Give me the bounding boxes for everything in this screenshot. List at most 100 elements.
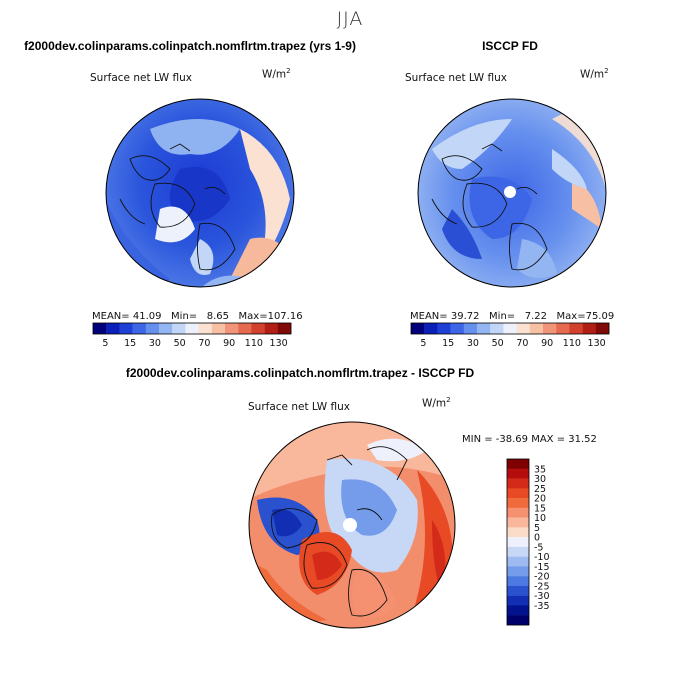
panel-obs-colorbar-tick-label: 5 bbox=[420, 338, 426, 349]
panel-diff-colorbar-swatch bbox=[507, 566, 529, 577]
panel-obs-colorbar-swatch bbox=[543, 323, 557, 334]
panel-diff-colorbar-swatch bbox=[507, 498, 529, 509]
panel-model-colorbar-tick-label: 130 bbox=[270, 338, 288, 349]
panel-obs-colorbar-swatch bbox=[424, 323, 438, 334]
panel-model-map bbox=[105, 98, 295, 288]
panel-obs-colorbar-swatch bbox=[503, 323, 517, 334]
panel-obs-colorbar-swatch bbox=[529, 323, 544, 334]
panel-diff-colorbar-tick-label: -10 bbox=[534, 552, 550, 563]
panel-diff-colorbar-swatch bbox=[507, 546, 529, 557]
panel-diff-colorbar-tick-label: -5 bbox=[534, 542, 543, 553]
panel-model-title: f2000dev.colinparams.colinpatch.nomflrtm… bbox=[24, 39, 356, 53]
panel-diff-colorbar-tick-label: 35 bbox=[534, 464, 546, 475]
panel-diff-colorbar-swatch bbox=[507, 605, 529, 616]
panel-obs-map bbox=[417, 98, 607, 288]
panel-model-colorbar-tick-label: 90 bbox=[223, 338, 235, 349]
panel-model-colorbar-swatch bbox=[198, 323, 212, 334]
panel-diff-colorbar-tick-label: 10 bbox=[534, 513, 546, 524]
panel-diff-colorbar-swatch bbox=[507, 517, 529, 528]
panel-obs-colorbar-tick-label: 90 bbox=[541, 338, 553, 349]
panel-model-colorbar-tick-label: 110 bbox=[245, 338, 263, 349]
panel-diff-colorbar-swatch bbox=[507, 615, 529, 626]
panel-model-colorbar-frame bbox=[92, 322, 292, 335]
panel-diff-colorbar-swatch bbox=[507, 507, 529, 518]
panel-model-colorbar-swatch bbox=[225, 323, 239, 334]
panel-diff-map bbox=[248, 421, 456, 629]
panel-model-colorbar-swatch bbox=[264, 323, 278, 334]
panel-model-colorbar-swatch bbox=[211, 323, 226, 334]
panel-obs-colorbar-frame bbox=[410, 322, 610, 335]
panel-diff-colorbar-tick-label: 20 bbox=[534, 494, 546, 505]
panel-diff-colorbar-tick-label: -15 bbox=[534, 562, 550, 573]
panel-obs-colorbar-swatch bbox=[569, 323, 583, 334]
panel-obs-colorbar-swatch bbox=[582, 323, 596, 334]
panel-obs-units: W/m2 bbox=[580, 67, 609, 81]
panel-diff-colorbar-tick-label: -20 bbox=[534, 572, 550, 583]
panel-model-colorbar-tick-label: 30 bbox=[149, 338, 161, 349]
panel-obs-colorbar-tick-label: 50 bbox=[492, 338, 504, 349]
panel-model-colorbar-swatch bbox=[106, 323, 120, 334]
panel-diff-colorbar-tick-label: -25 bbox=[534, 581, 550, 592]
panel-obs-colorbar-swatch bbox=[450, 323, 464, 334]
panel-obs-colorbar-swatch bbox=[463, 323, 478, 334]
panel-obs-colorbar-tick-label: 70 bbox=[516, 338, 528, 349]
panel-diff-colorbar-swatch bbox=[507, 595, 529, 606]
panel-obs-colorbar-tick-label: 15 bbox=[442, 338, 454, 349]
panel-diff-colorbar-tick-label: -30 bbox=[534, 591, 550, 602]
panel-obs-colorbar: 5 15 30 50 70 90 110 130 bbox=[410, 322, 610, 349]
panel-obs-subtitle: Surface net LW flux bbox=[405, 72, 507, 84]
panel-diff-colorbar-tick-label: 0 bbox=[534, 533, 540, 544]
panel-diff-colorbar-swatch bbox=[507, 556, 529, 567]
panel-obs-colorbar-tick-label: 30 bbox=[467, 338, 479, 349]
panel-diff-title: f2000dev.colinparams.colinpatch.nomflrtm… bbox=[125, 366, 475, 380]
panel-model-colorbar-swatch bbox=[251, 323, 265, 334]
panel-diff-colorbar-swatch bbox=[507, 478, 529, 489]
panel-obs-stats: MEAN= 39.72 Min= 7.22 Max=75.09 bbox=[410, 311, 615, 322]
panel-model-colorbar-swatch bbox=[277, 323, 292, 334]
panel-diff-colorbar-frame bbox=[506, 458, 530, 626]
panel-model-colorbar-swatch bbox=[159, 323, 173, 334]
panel-diff-colorbar-swatch bbox=[507, 576, 529, 587]
panel-diff-colorbar-tick-label: -35 bbox=[534, 601, 550, 612]
panel-diff-minmax: MIN = -38.69 MAX = 31.52 bbox=[462, 434, 597, 445]
panel-model-colorbar-swatch bbox=[238, 323, 252, 334]
panel-obs-colorbar-tick-label: 130 bbox=[588, 338, 606, 349]
panel-diff-subtitle: Surface net LW flux bbox=[248, 401, 350, 413]
panel-model-colorbar-tick-label: 15 bbox=[124, 338, 136, 349]
panel-diff-colorbar-tick-label: 15 bbox=[534, 503, 546, 514]
panel-obs-colorbar-swatch bbox=[490, 323, 504, 334]
panel-diff-colorbar-tick-label: 25 bbox=[534, 484, 546, 495]
panel-obs-colorbar-swatch bbox=[437, 323, 451, 334]
season-title: JJA bbox=[336, 8, 364, 30]
panel-obs-colorbar-swatch bbox=[516, 323, 530, 334]
panel-diff-colorbar-swatch bbox=[507, 585, 529, 596]
panel-diff-colorbar-swatch bbox=[507, 468, 529, 479]
panel-diff-colorbar-swatch bbox=[507, 527, 529, 538]
panel-model-colorbar-swatch bbox=[132, 323, 146, 334]
panel-diff-colorbar-swatch bbox=[507, 488, 529, 499]
panel-model-colorbar: 5 15 30 50 70 90 110 130 bbox=[92, 322, 292, 349]
panel-obs-title: ISCCP FD bbox=[482, 39, 538, 53]
panel-model-colorbar-tick-label: 70 bbox=[198, 338, 210, 349]
panel-model-colorbar-tick-label: 5 bbox=[102, 338, 108, 349]
panel-diff-units: W/m2 bbox=[422, 396, 451, 410]
panel-obs-colorbar-swatch bbox=[477, 323, 491, 334]
panel-diff-colorbar-tick-label: 5 bbox=[534, 523, 540, 534]
panel-model-colorbar-swatch bbox=[145, 323, 160, 334]
panel-model-stats: MEAN= 41.09 Min= 8.65 Max=107.16 bbox=[92, 311, 303, 322]
panel-obs-colorbar-swatch bbox=[556, 323, 570, 334]
panel-obs-colorbar-swatch bbox=[595, 323, 610, 334]
panel-obs-colorbar-tick-label: 110 bbox=[563, 338, 581, 349]
panel-model-units: W/m2 bbox=[262, 67, 291, 81]
panel-diff-colorbar-swatch bbox=[507, 537, 529, 548]
panel-model-colorbar-swatch bbox=[119, 323, 133, 334]
panel-model-colorbar-tick-label: 50 bbox=[174, 338, 186, 349]
panel-model-colorbar-swatch bbox=[185, 323, 199, 334]
panel-diff-colorbar-tick-label: 30 bbox=[534, 474, 546, 485]
panel-model-colorbar-swatch bbox=[93, 323, 107, 334]
panel-model-subtitle: Surface net LW flux bbox=[90, 72, 192, 84]
panel-model-colorbar-swatch bbox=[172, 323, 186, 334]
panel-obs-colorbar-swatch bbox=[411, 323, 425, 334]
panel-diff-colorbar-swatch bbox=[507, 459, 529, 469]
